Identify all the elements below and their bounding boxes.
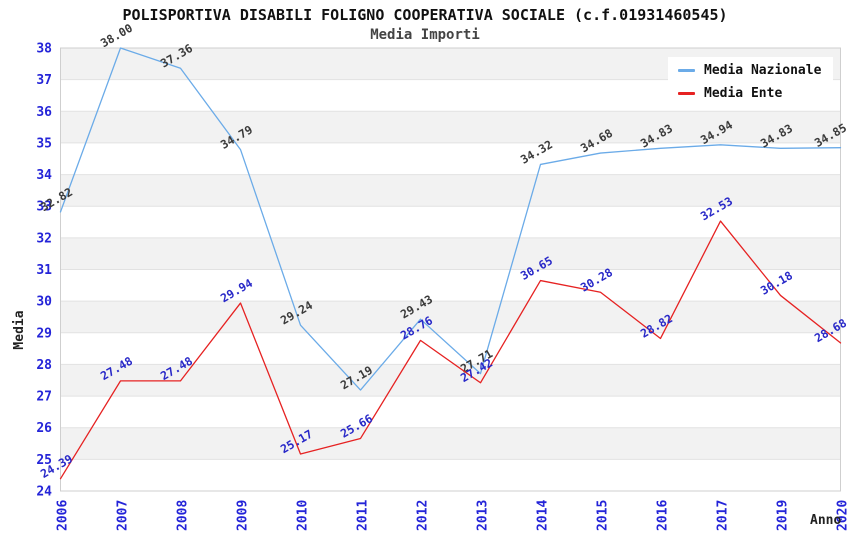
y-tick-label: 37 <box>36 73 52 88</box>
grid-band <box>60 301 841 333</box>
x-tick-label: 2013 <box>476 500 491 531</box>
x-tick-label: 2020 <box>836 500 850 531</box>
x-axis-title: Anno <box>810 513 842 528</box>
legend-label-media-nazionale: Media Nazionale <box>704 63 822 78</box>
grid-band <box>60 364 841 397</box>
data-label: 32.82 <box>38 185 75 214</box>
legend: Media Nazionale Media Ente <box>668 57 834 108</box>
y-tick-label: 28 <box>36 358 52 373</box>
x-tick-label: 2010 <box>296 500 311 531</box>
chart-subtitle: Media Importi <box>370 27 480 43</box>
legend-item-media-nazionale: Media Nazionale <box>678 63 821 78</box>
y-tick-label: 38 <box>36 42 52 57</box>
y-tick-label: 27 <box>36 390 52 405</box>
data-label: 30.18 <box>758 268 795 297</box>
x-tick-label: 2008 <box>176 500 191 531</box>
y-tick-label: 33 <box>36 200 52 215</box>
y-tick-label: 26 <box>36 421 52 436</box>
y-tick-label: 35 <box>36 136 52 151</box>
plot-border <box>60 47 841 492</box>
y-tick-label: 32 <box>36 231 52 246</box>
x-tick-label: 2014 <box>536 500 551 531</box>
x-tick-label: 2019 <box>776 500 791 531</box>
legend-label-media-ente: Media Ente <box>704 86 783 101</box>
x-tick-label: 2006 <box>56 500 71 531</box>
series-line-media-nazionale <box>59 47 842 391</box>
x-tick-label: 2007 <box>116 500 131 531</box>
y-tick-label: 36 <box>36 105 52 120</box>
legend-line-swatch-blue-icon <box>678 69 695 72</box>
grid-band <box>60 111 841 143</box>
y-tick-label: 31 <box>36 263 52 278</box>
chart-title: POLISPORTIVA DISABILI FOLIGNO COOPERATIV… <box>122 6 728 24</box>
x-tick-label: 2012 <box>416 500 431 531</box>
legend-line-swatch-red-icon <box>678 92 695 95</box>
x-tick-label: 2016 <box>656 500 671 531</box>
x-tick-label: 2017 <box>716 500 731 531</box>
y-tick-label: 34 <box>36 168 52 183</box>
x-tick-label: 2009 <box>236 500 251 531</box>
grid-band <box>60 174 841 207</box>
y-axis-title: Media <box>12 310 27 350</box>
grid-band <box>60 427 841 460</box>
grid-band <box>60 237 841 270</box>
y-tick-label: 29 <box>36 326 52 341</box>
y-tick-label: 30 <box>36 295 52 310</box>
legend-item-media-ente: Media Ente <box>678 86 821 101</box>
x-tick-label: 2015 <box>596 500 611 531</box>
series-line-media-ente <box>59 220 842 480</box>
y-tick-label: 25 <box>36 453 52 468</box>
x-tick-label: 2011 <box>356 500 371 531</box>
y-tick-label: 24 <box>36 485 52 500</box>
